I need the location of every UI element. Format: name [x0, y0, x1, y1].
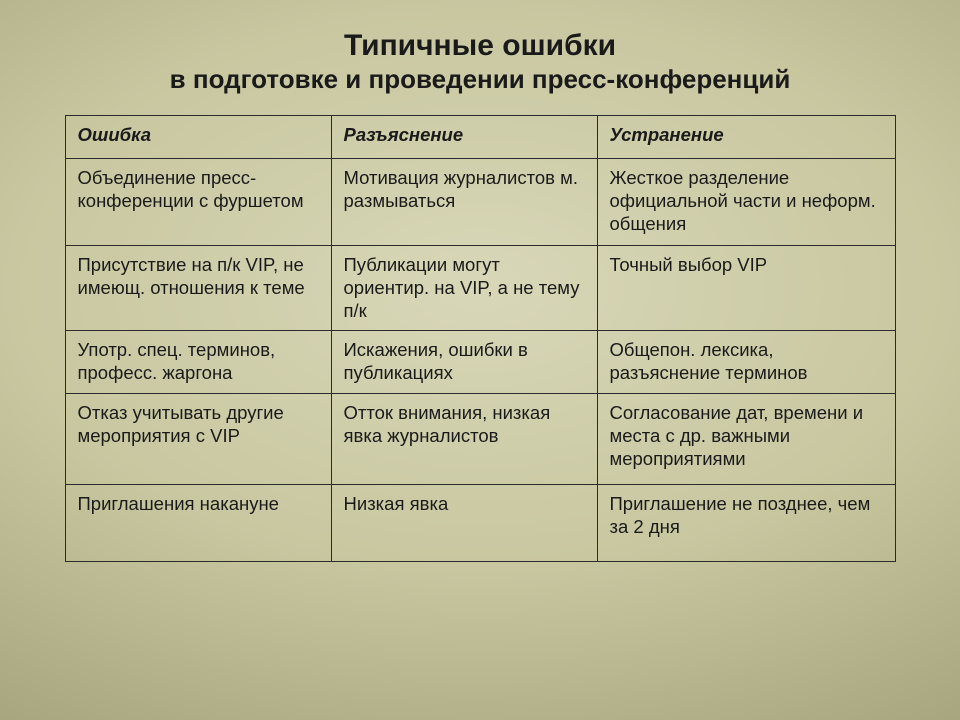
errors-table: Ошибка Разъяснение Устранение Объединени… — [65, 115, 896, 561]
table-row: Объединение пресс-конференции с фуршетом… — [65, 159, 895, 246]
table-row: Отказ учитывать другие мероприятия с VIP… — [65, 393, 895, 484]
table-row: Приглашения накануне Низкая явка Приглаш… — [65, 484, 895, 561]
col-header-explanation: Разъяснение — [331, 116, 597, 159]
cell-fix: Жесткое разделение официальной части и н… — [597, 159, 895, 246]
cell-explanation: Искажения, ошибки в публикациях — [331, 330, 597, 393]
cell-explanation: Публикации могут ориентир. на VIP, а не … — [331, 246, 597, 330]
cell-error: Приглашения накануне — [65, 484, 331, 561]
cell-explanation: Мотивация журналистов м. размываться — [331, 159, 597, 246]
cell-fix: Согласование дат, времени и места с др. … — [597, 393, 895, 484]
cell-fix: Приглашение не позднее, чем за 2 дня — [597, 484, 895, 561]
title-line-1: Типичные ошибки — [0, 28, 960, 64]
table-row: Употр. спец. терминов, професс. жаргона … — [65, 330, 895, 393]
title-line-2: в подготовке и проведении пресс-конферен… — [0, 64, 960, 95]
cell-fix: Общепон. лексика, разъяснение терминов — [597, 330, 895, 393]
cell-error: Отказ учитывать другие мероприятия с VIP — [65, 393, 331, 484]
col-header-fix: Устранение — [597, 116, 895, 159]
cell-explanation: Отток внимания, низкая явка журналистов — [331, 393, 597, 484]
cell-error: Употр. спец. терминов, професс. жаргона — [65, 330, 331, 393]
cell-explanation: Низкая явка — [331, 484, 597, 561]
slide: Типичные ошибки в подготовке и проведени… — [0, 0, 960, 720]
col-header-error: Ошибка — [65, 116, 331, 159]
cell-fix: Точный выбор VIP — [597, 246, 895, 330]
slide-title: Типичные ошибки в подготовке и проведени… — [0, 28, 960, 95]
cell-error: Присутствие на п/к VIP, не имеющ. отноше… — [65, 246, 331, 330]
table-header-row: Ошибка Разъяснение Устранение — [65, 116, 895, 159]
cell-error: Объединение пресс-конференции с фуршетом — [65, 159, 331, 246]
table-row: Присутствие на п/к VIP, не имеющ. отноше… — [65, 246, 895, 330]
